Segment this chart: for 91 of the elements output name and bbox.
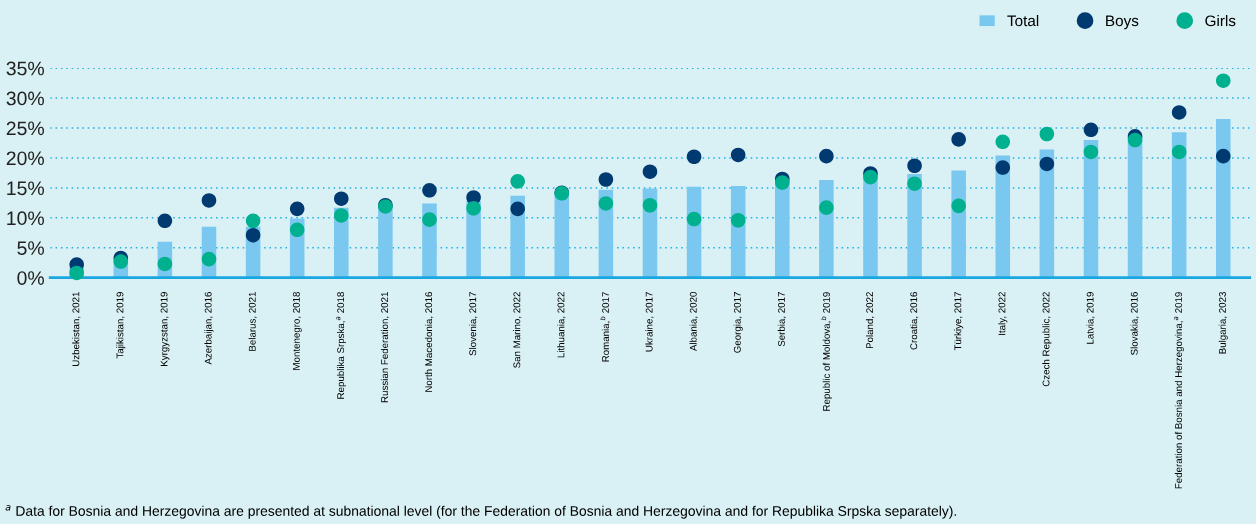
point xyxy=(642,164,658,180)
point xyxy=(1171,105,1187,120)
point xyxy=(995,160,1011,175)
y-tick-label: 25% xyxy=(6,121,44,136)
bar xyxy=(1039,149,1055,278)
legend-label: Girls xyxy=(1205,14,1236,27)
y-tick-label: 35% xyxy=(6,61,44,76)
x-tick-label: Serbia, 2017 xyxy=(777,292,787,347)
y-tick-label: 30% xyxy=(6,91,44,106)
point xyxy=(598,196,614,211)
point xyxy=(334,191,349,206)
bar xyxy=(775,180,790,278)
point xyxy=(819,200,834,215)
y-tick-label: 10% xyxy=(7,211,44,226)
point xyxy=(642,197,658,213)
point xyxy=(730,212,746,228)
point xyxy=(686,149,702,165)
point xyxy=(334,208,349,223)
x-tick-label: Italy, 2022 xyxy=(998,292,1008,335)
point xyxy=(951,132,966,147)
x-tick-label: Azerbaijan, 2016 xyxy=(204,292,214,365)
point xyxy=(1215,73,1231,88)
point xyxy=(422,183,437,198)
x-tick-label: Republika Srpska,$^{a}$ 2018 xyxy=(336,292,347,399)
point xyxy=(863,169,878,185)
x-tick-label: Uzbekistan, 2021 xyxy=(72,292,81,366)
x-tick-label: Poland, 2022 xyxy=(865,292,875,349)
x-tick-label: Romania,$^{b}$ 2017 xyxy=(600,292,611,362)
point xyxy=(598,172,614,187)
x-tick-label: San Marino, 2022 xyxy=(513,292,522,368)
x-tick-label: Slovenia, 2017 xyxy=(469,292,478,356)
point xyxy=(951,198,966,214)
point xyxy=(1171,144,1187,160)
point xyxy=(289,222,305,238)
x-tick-label: Belarus, 2021 xyxy=(248,292,257,351)
point xyxy=(289,201,305,217)
point xyxy=(1215,148,1231,164)
point xyxy=(245,213,261,229)
point xyxy=(686,211,702,227)
bar xyxy=(863,175,878,278)
point xyxy=(157,213,173,229)
x-tick-label: Slovakia, 2016 xyxy=(1130,292,1139,355)
y-tick-label: 0% xyxy=(17,271,44,285)
x-tick-label: Croatia, 2016 xyxy=(910,292,919,350)
y-tick-label: 5% xyxy=(17,241,44,256)
x-tick-label: Georgia, 2017 xyxy=(733,292,743,353)
x-tick-label: Republic of Moldova,$^{b}$ 2019 xyxy=(820,292,832,411)
x-tick-label: Montenegro, 2018 xyxy=(292,292,302,370)
bar xyxy=(1215,119,1231,278)
point xyxy=(113,254,129,269)
point xyxy=(510,201,525,217)
point xyxy=(774,175,790,190)
point xyxy=(466,200,481,216)
point xyxy=(907,158,922,174)
bar xyxy=(995,155,1011,278)
point xyxy=(1039,126,1055,142)
point xyxy=(995,134,1011,150)
x-tick-label: North Macedonia, 2016 xyxy=(424,292,434,392)
point xyxy=(1083,122,1099,138)
point xyxy=(157,256,173,272)
point xyxy=(201,251,217,267)
x-tick-label: Latvia, 2019 xyxy=(1086,292,1095,344)
point xyxy=(907,176,922,191)
y-tick-label: 15% xyxy=(7,181,44,196)
y-tick-label: 20% xyxy=(6,151,44,166)
legend-label: Total xyxy=(1007,14,1039,27)
point xyxy=(245,227,261,243)
point xyxy=(730,147,746,163)
x-tick-label: Türkiye, 2017 xyxy=(954,292,964,351)
point xyxy=(819,148,834,164)
point xyxy=(1039,156,1055,172)
x-tick-label: Czech Republic, 2022 xyxy=(1042,292,1052,387)
point xyxy=(510,174,525,189)
text: $^{a}$ Data for Bosnia and Herzegovina are presented at subnational level (for the Federation of Bosnia and Herzegovina and for Republika Srpska separately). xyxy=(5,505,956,519)
bar xyxy=(1171,132,1187,278)
point xyxy=(1127,132,1143,148)
legend-label: Boys xyxy=(1106,15,1139,30)
bar xyxy=(951,170,966,278)
point xyxy=(1083,144,1099,160)
x-tick-label: Tajikistan, 2019 xyxy=(116,292,126,359)
x-tick-label: Bulgaria, 2023 xyxy=(1218,292,1228,354)
x-tick-label: Ukraine, 2017 xyxy=(645,292,654,352)
point xyxy=(422,212,437,227)
x-tick-label: Russian Federation, 2021 xyxy=(380,292,390,403)
point xyxy=(201,193,217,208)
x-tick-label: Federation of Bosnia and Herzegovina,$^{a}$ 2019 xyxy=(1174,292,1184,489)
bar xyxy=(378,205,393,278)
x-tick-label: Albania, 2020 xyxy=(689,291,698,352)
bar xyxy=(1083,139,1099,278)
x-tick-label: Kyrgyzstan, 2019 xyxy=(160,292,170,366)
x-tick-label: Lithuania, 2022 xyxy=(557,292,566,358)
